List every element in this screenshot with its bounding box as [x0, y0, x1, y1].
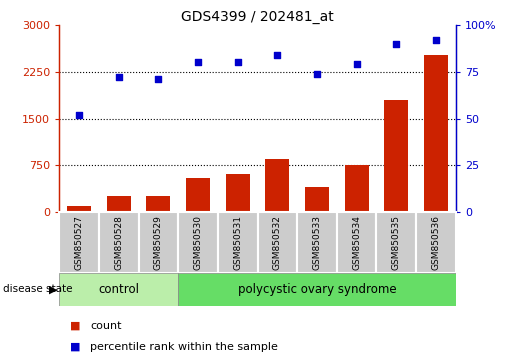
Text: control: control	[98, 283, 139, 296]
Text: GSM850536: GSM850536	[432, 215, 440, 270]
Point	[75, 112, 83, 118]
Bar	[226, 174, 250, 212]
Text: GSM850528: GSM850528	[114, 215, 123, 270]
Text: GSM850530: GSM850530	[194, 215, 202, 270]
Text: GSM850532: GSM850532	[273, 215, 282, 270]
Text: GSM850534: GSM850534	[352, 215, 361, 270]
Bar	[416, 212, 456, 273]
Point	[352, 61, 360, 67]
Bar	[384, 100, 408, 212]
Bar	[337, 212, 376, 273]
Bar	[139, 212, 178, 273]
Text: GSM850535: GSM850535	[392, 215, 401, 270]
Point	[233, 59, 242, 65]
Point	[114, 74, 123, 80]
Bar	[146, 196, 170, 212]
Text: polycystic ovary syndrome: polycystic ovary syndrome	[237, 283, 397, 296]
Text: GSM850527: GSM850527	[75, 215, 83, 270]
Text: ■: ■	[70, 342, 80, 352]
Bar	[297, 212, 337, 273]
Bar	[424, 55, 448, 212]
Text: ■: ■	[70, 321, 80, 331]
Point	[432, 37, 440, 42]
Text: percentile rank within the sample: percentile rank within the sample	[90, 342, 278, 352]
Text: GSM850533: GSM850533	[313, 215, 321, 270]
Point	[194, 59, 202, 65]
Bar	[178, 273, 456, 306]
Bar	[107, 196, 131, 212]
Point	[392, 41, 401, 46]
Text: GSM850531: GSM850531	[233, 215, 242, 270]
Bar	[99, 212, 139, 273]
Bar	[265, 159, 289, 212]
Point	[154, 76, 162, 82]
Text: count: count	[90, 321, 122, 331]
Bar	[305, 187, 329, 212]
Text: disease state: disease state	[3, 284, 72, 295]
Point	[273, 52, 281, 58]
Bar	[258, 212, 297, 273]
Title: GDS4399 / 202481_at: GDS4399 / 202481_at	[181, 10, 334, 24]
Bar	[59, 212, 99, 273]
Bar	[59, 273, 178, 306]
Point	[313, 71, 321, 76]
Bar	[186, 178, 210, 212]
Text: ▶: ▶	[49, 284, 58, 295]
Bar	[178, 212, 218, 273]
Text: GSM850529: GSM850529	[154, 215, 163, 270]
Bar	[218, 212, 258, 273]
Bar	[345, 165, 369, 212]
Bar	[67, 206, 91, 212]
Bar	[376, 212, 416, 273]
